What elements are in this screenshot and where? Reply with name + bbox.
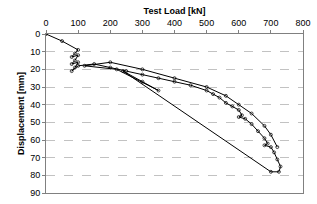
svg-text:30: 30 <box>30 82 40 92</box>
svg-text:0: 0 <box>35 29 40 39</box>
svg-text:800: 800 <box>295 18 310 28</box>
svg-text:20: 20 <box>30 64 40 74</box>
svg-text:700: 700 <box>263 18 278 28</box>
svg-text:50: 50 <box>30 117 40 127</box>
svg-text:10: 10 <box>30 47 40 57</box>
svg-text:Displacement [mm]: Displacement [mm] <box>16 72 26 155</box>
svg-text:90: 90 <box>30 188 40 198</box>
svg-text:60: 60 <box>30 135 40 145</box>
svg-text:80: 80 <box>30 170 40 180</box>
svg-text:300: 300 <box>135 18 150 28</box>
svg-text:0: 0 <box>43 18 48 28</box>
svg-text:400: 400 <box>167 18 182 28</box>
svg-text:Test Load [kN]: Test Load [kN] <box>144 6 206 16</box>
svg-text:70: 70 <box>30 153 40 163</box>
svg-text:40: 40 <box>30 100 40 110</box>
svg-text:500: 500 <box>199 18 214 28</box>
svg-text:100: 100 <box>71 18 86 28</box>
svg-text:600: 600 <box>231 18 246 28</box>
svg-text:200: 200 <box>103 18 118 28</box>
